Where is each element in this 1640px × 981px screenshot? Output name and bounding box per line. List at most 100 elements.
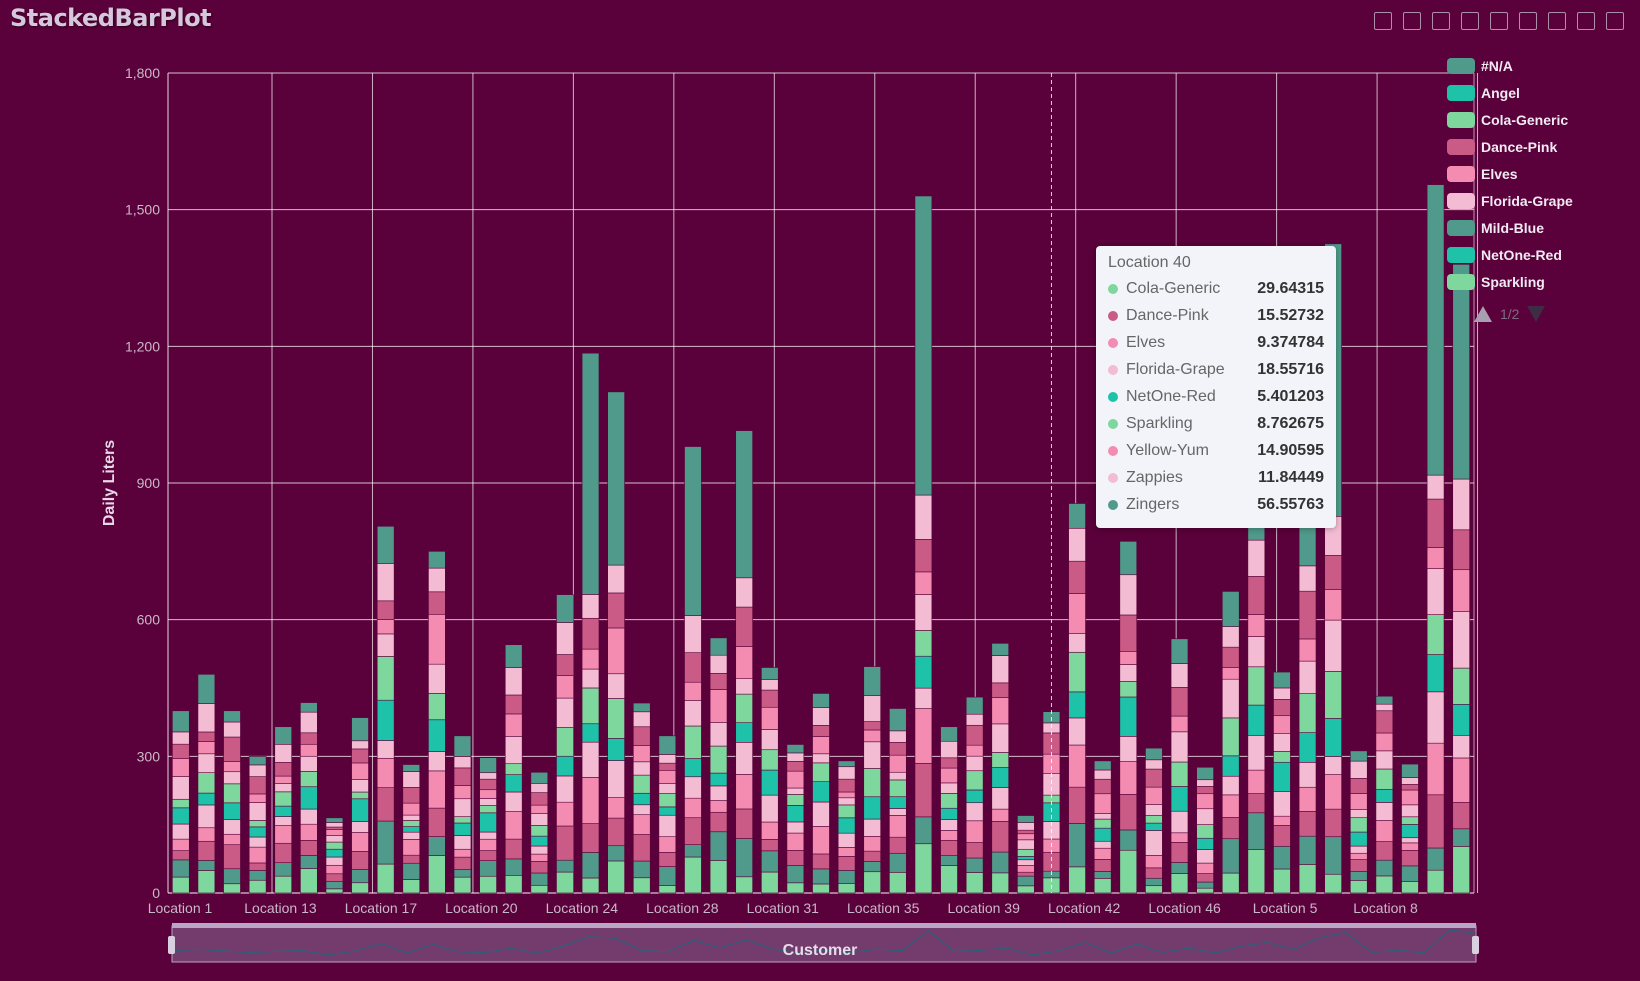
bar-segment	[761, 706, 779, 730]
bar-segment	[325, 835, 344, 843]
bar-segment	[274, 825, 292, 844]
bar-segment	[1247, 539, 1266, 577]
bar-segment	[1375, 710, 1394, 734]
bar-segment	[658, 735, 677, 755]
tooltip-series-value: 56.55763	[1257, 495, 1324, 513]
bar-segment	[761, 769, 779, 796]
bar-segment	[889, 730, 907, 743]
brush-icon[interactable]	[1548, 12, 1566, 30]
bar-segment	[1068, 593, 1086, 634]
bar-segment	[556, 755, 574, 777]
bar-segment	[812, 762, 830, 782]
tooltip-row: Zingers 56.55763	[1108, 491, 1324, 518]
bar-segment	[1401, 789, 1419, 806]
bar-segment	[248, 826, 267, 838]
bar-segment	[735, 646, 753, 680]
bar-segment	[1068, 633, 1086, 653]
bar-segment	[1452, 667, 1470, 705]
bar-segment	[453, 835, 472, 850]
download-icon[interactable]	[1432, 12, 1450, 30]
bar-segment	[991, 643, 1010, 656]
datazoom-top-bar	[172, 923, 1476, 928]
bar-segment	[223, 883, 241, 894]
bar-segment	[504, 713, 523, 737]
bar-segment	[607, 698, 625, 739]
zoom-reset-icon[interactable]	[1403, 12, 1421, 30]
close-icon[interactable]	[1606, 12, 1624, 30]
bar-segment	[274, 816, 292, 826]
bar-segment	[556, 825, 574, 861]
bar-segment	[940, 782, 958, 794]
bar-segment	[1375, 802, 1394, 821]
bar-segment	[889, 708, 907, 732]
bar-segment	[1452, 846, 1470, 894]
legend-item[interactable]: Sparkling	[1447, 268, 1573, 295]
bar-segment	[991, 682, 1010, 698]
tooltip-dot	[1108, 364, 1118, 375]
bar-segment	[1426, 847, 1445, 871]
bar-segment	[223, 736, 241, 762]
bar-segment	[709, 811, 728, 833]
bar-segment	[991, 655, 1010, 684]
legend-item[interactable]: Angel	[1447, 79, 1573, 106]
bar-segment	[1145, 804, 1163, 816]
bar-segment	[1145, 786, 1163, 805]
bar-segment	[172, 876, 190, 894]
bar-segment	[1247, 769, 1266, 794]
legend-swatch	[1447, 84, 1475, 101]
bar-segment	[1068, 717, 1086, 746]
tooltip-series-name: Florida-Grape	[1126, 360, 1225, 378]
bar-segment	[1196, 873, 1214, 883]
bar-segment	[889, 779, 907, 798]
bar-segment	[1401, 763, 1419, 778]
bar-segment	[1350, 871, 1368, 881]
bar-segment	[658, 762, 677, 771]
bar-segment	[889, 836, 907, 854]
bar-segment	[274, 783, 292, 793]
bar-segment	[1273, 791, 1291, 817]
bar-segment	[940, 819, 958, 831]
legend-item[interactable]: Mild-Blue	[1447, 214, 1573, 241]
bar-segment	[428, 693, 446, 721]
bar-segment	[658, 769, 677, 784]
legend-item[interactable]: NetOne-Red	[1447, 241, 1573, 268]
tooltip-series-value: 5.401203	[1257, 387, 1324, 405]
bar-segment	[1426, 794, 1445, 849]
bar-segment	[1273, 671, 1291, 689]
legend-label: Dance-Pink	[1481, 138, 1558, 155]
bar-segment	[1221, 794, 1240, 818]
bar-segment	[581, 852, 600, 879]
bar-segment	[709, 860, 728, 894]
bar-segment	[556, 654, 574, 676]
legend-item[interactable]: #N/A	[1447, 52, 1573, 79]
bar-segment	[632, 745, 651, 763]
bar-segment	[504, 774, 523, 793]
legend-page-down-icon[interactable]	[1527, 306, 1546, 322]
fullscreen-icon[interactable]	[1461, 12, 1479, 30]
bar-segment	[863, 666, 881, 696]
data-view-icon[interactable]	[1577, 12, 1595, 30]
lasso-icon[interactable]	[1490, 12, 1508, 30]
bar-segment	[1247, 793, 1266, 814]
bar-segment	[351, 779, 369, 793]
legend-item[interactable]: Cola-Generic	[1447, 106, 1573, 133]
bar-segment	[786, 805, 805, 823]
pan-icon[interactable]	[1519, 12, 1537, 30]
bar-segment	[684, 776, 702, 799]
bar-segment	[1375, 875, 1394, 894]
bar-segment	[607, 673, 625, 699]
zoom-select-icon[interactable]	[1374, 12, 1392, 30]
bar-segment	[837, 760, 856, 768]
bar-segment	[965, 842, 984, 859]
bar-segment	[1375, 750, 1394, 770]
bar-segment	[197, 703, 216, 733]
bar-segment	[812, 753, 830, 764]
legend-item[interactable]: Elves	[1447, 160, 1573, 187]
bar-segment	[325, 864, 344, 875]
legend-page-up-icon[interactable]	[1474, 306, 1492, 322]
bar-segment	[940, 767, 958, 784]
legend-item[interactable]: Florida-Grape	[1447, 187, 1573, 214]
bar-segment	[684, 856, 702, 894]
legend-item[interactable]: Dance-Pink	[1447, 133, 1573, 160]
bar-segment	[479, 831, 497, 840]
